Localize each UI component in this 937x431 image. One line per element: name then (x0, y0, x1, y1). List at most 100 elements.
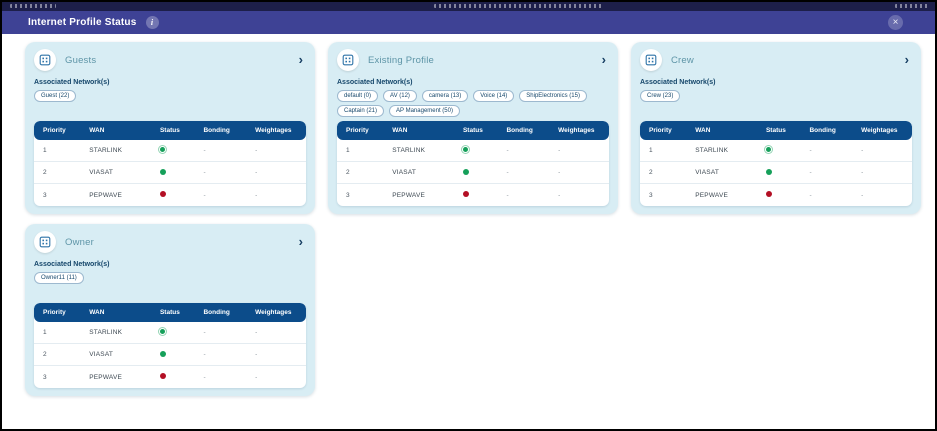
network-chip[interactable]: Voice (14) (473, 90, 515, 102)
network-chip[interactable]: Captain (21) (337, 105, 385, 117)
weightages-cell: - (861, 169, 864, 176)
card-header: Owner › (34, 230, 306, 254)
background-text-blur (10, 4, 56, 8)
weightages-cell: - (255, 147, 258, 154)
network-chip[interactable]: AP Management (50) (389, 105, 460, 117)
status-cell (757, 191, 801, 199)
card-title: Crew (671, 54, 694, 66)
column-header: Status (159, 127, 180, 134)
table-row: 1 STARLINK - - (34, 140, 306, 162)
background-text-blur (434, 4, 604, 8)
network-chip[interactable]: ShipElectronics (15) (519, 90, 587, 102)
status-cell (757, 168, 801, 177)
table-body: 1 STARLINK - - 2 VIASAT - - 3 PEPWAVE - - (34, 140, 306, 206)
column-header: Bonding (506, 127, 533, 134)
column-header: Priority (43, 309, 66, 316)
network-chips: default (0) AV (12) camera (13) Voice (14) S… (337, 90, 609, 118)
network-chips: Crew (23) (640, 90, 912, 118)
profile-icon (34, 49, 56, 71)
associated-networks-label: Associated Network(s) (34, 79, 110, 86)
close-icon[interactable]: × (888, 15, 903, 30)
bonding-cell: - (203, 191, 206, 199)
priority-cell: 1 (43, 147, 47, 154)
table-header-row: Priority WAN Status Bonding Weightages (337, 121, 609, 140)
bonding-cell: - (506, 191, 509, 199)
column-header: WAN (89, 309, 105, 316)
priority-cell: 3 (43, 191, 47, 199)
chevron-right-icon[interactable]: › (904, 51, 909, 67)
profile-icon (337, 49, 359, 71)
status-dot-up (462, 168, 469, 175)
bonding-cell: - (203, 147, 206, 154)
weightages-cell: - (558, 191, 561, 199)
status-dot-up (159, 350, 166, 357)
card-header: Existing Profile › (337, 48, 609, 72)
profile-icon (34, 231, 56, 253)
column-header: Priority (43, 127, 66, 134)
chevron-right-icon[interactable]: › (298, 51, 303, 67)
wan-cell: PEPWAVE (89, 191, 123, 199)
priority-cell: 3 (649, 191, 653, 199)
network-chip[interactable]: camera (13) (421, 90, 469, 102)
status-cell (151, 191, 195, 199)
wan-priority-table: Priority WAN Status Bonding Weightages 1 STAR… (34, 303, 306, 388)
network-chip[interactable]: AV (12) (383, 90, 417, 102)
info-icon[interactable]: i (145, 16, 159, 29)
status-dot-up (765, 168, 772, 175)
column-header: WAN (695, 127, 711, 134)
table-row: 1 STARLINK - - (34, 322, 306, 344)
table-row: 2 VIASAT - - (337, 162, 609, 184)
wan-cell: STARLINK (89, 147, 123, 154)
chevron-right-icon[interactable]: › (601, 51, 606, 67)
wan-priority-table: Priority WAN Status Bonding Weightages 1 STAR… (337, 121, 609, 206)
status-cell (454, 191, 498, 199)
wan-cell: STARLINK (695, 147, 729, 154)
status-cell (151, 350, 195, 359)
column-header: Weightages (255, 309, 292, 316)
bonding-cell: - (506, 169, 509, 176)
status-dot-down (462, 191, 469, 197)
chevron-right-icon[interactable]: › (298, 233, 303, 249)
network-chip[interactable]: default (0) (337, 90, 379, 102)
bonding-cell: - (203, 373, 206, 381)
column-header: Status (159, 309, 180, 316)
column-header: Bonding (809, 127, 836, 134)
weightages-cell: - (255, 191, 258, 199)
wan-cell: VIASAT (89, 351, 114, 358)
status-dot-up (159, 329, 165, 334)
column-header: Weightages (255, 127, 292, 134)
table-header-row: Priority WAN Status Bonding Weightages (34, 121, 306, 140)
priority-cell: 1 (346, 147, 350, 154)
weightages-cell: - (255, 351, 258, 358)
wan-cell: VIASAT (392, 169, 417, 176)
bonding-cell: - (203, 351, 206, 358)
profile-card: Crew › Associated Network(s) Crew (23) P… (631, 42, 921, 214)
network-chip[interactable]: Guest (22) (34, 90, 77, 102)
table-row: 2 VIASAT - - (34, 344, 306, 366)
weightages-cell: - (558, 169, 561, 176)
background-app-strip (2, 2, 935, 11)
associated-networks-label: Associated Network(s) (337, 79, 413, 86)
status-dot-up (462, 147, 468, 152)
wan-cell: PEPWAVE (695, 191, 729, 199)
status-cell (151, 329, 195, 336)
status-cell (151, 373, 195, 381)
column-header: Weightages (558, 127, 595, 134)
column-header: Bonding (203, 309, 230, 316)
status-cell (454, 168, 498, 177)
network-chip[interactable]: Crew (23) (640, 90, 681, 102)
network-chip[interactable]: Owner11 (11) (34, 272, 84, 284)
wan-cell: STARLINK (89, 329, 123, 336)
priority-cell: 2 (649, 169, 653, 176)
priority-cell: 2 (346, 169, 350, 176)
wan-priority-table: Priority WAN Status Bonding Weightages 1 STAR… (34, 121, 306, 206)
weightages-cell: - (255, 169, 258, 176)
priority-cell: 1 (649, 147, 653, 154)
card-header: Guests › (34, 48, 306, 72)
wan-cell: STARLINK (392, 147, 426, 154)
status-dot-down (159, 373, 166, 379)
weightages-cell: - (861, 191, 864, 199)
wan-cell: PEPWAVE (89, 373, 123, 381)
table-body: 1 STARLINK - - 2 VIASAT - - 3 PEPWAVE - - (337, 140, 609, 206)
wan-cell: VIASAT (695, 169, 720, 176)
